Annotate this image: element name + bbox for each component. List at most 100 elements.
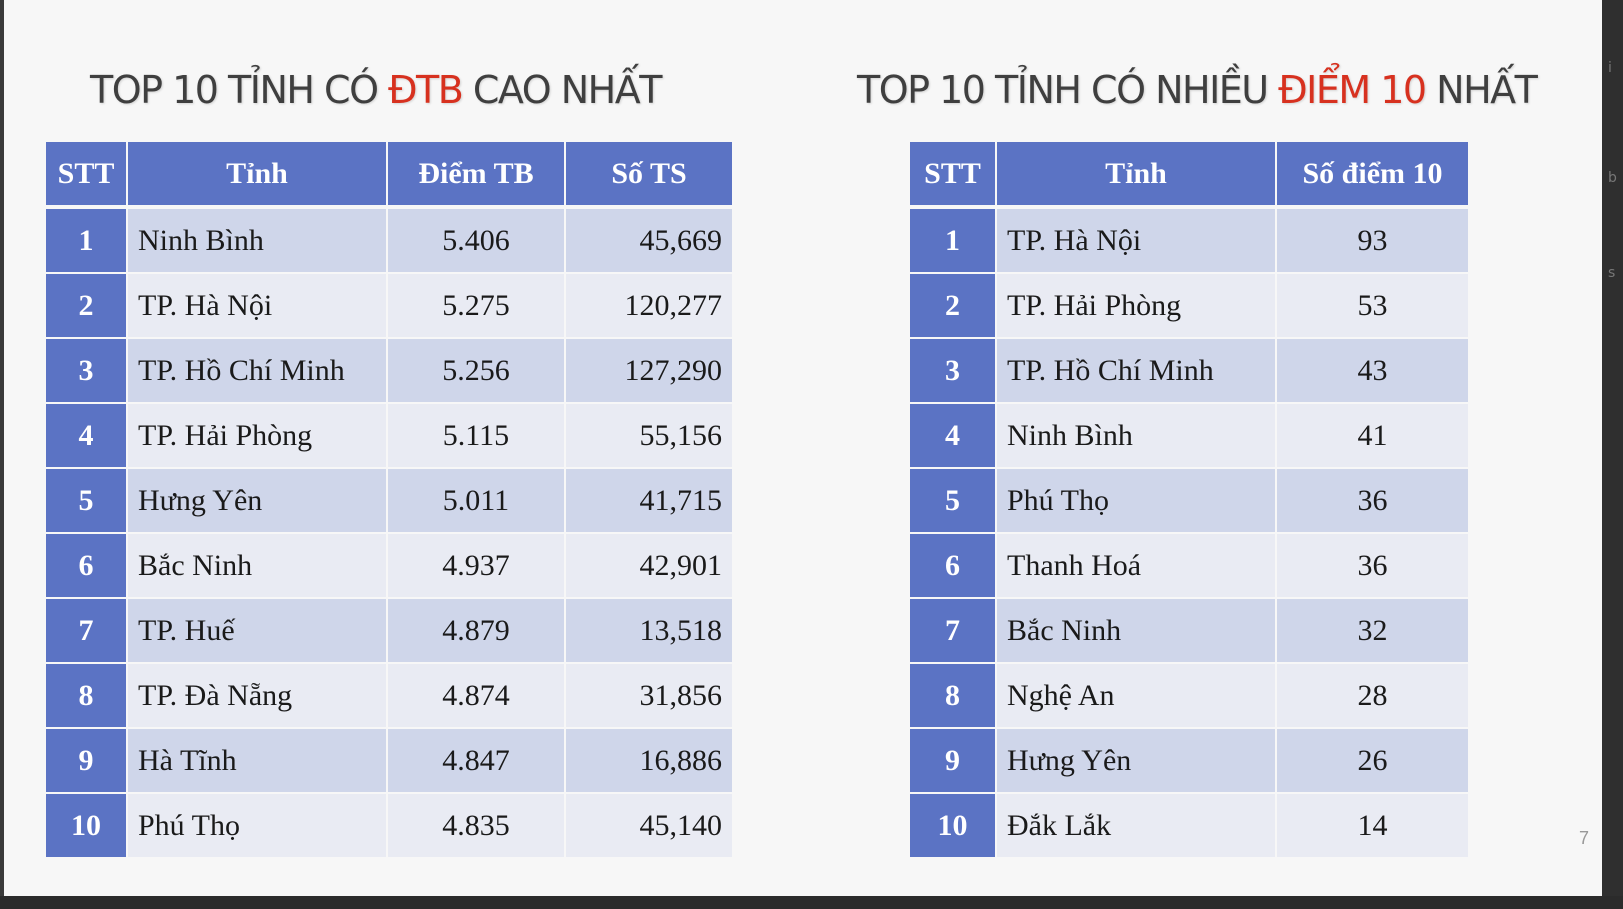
province-cell: TP. Hà Nội bbox=[997, 209, 1275, 272]
header-row: STT Tỉnh Số điểm 10 bbox=[910, 142, 1468, 205]
perfect-count-cell: 93 bbox=[1277, 209, 1468, 272]
right-table-title: TOP 10 TỈNH CÓ NHIỀU ĐIỂM 10 NHẤT bbox=[857, 68, 1538, 112]
table-row: 3 TP. Hồ Chí Minh 43 bbox=[910, 339, 1468, 402]
table-row: 2 TP. Hải Phòng 53 bbox=[910, 274, 1468, 337]
rank-cell: 4 bbox=[910, 404, 995, 467]
left-table-title: TOP 10 TỈNH CÓ ĐTB CAO NHẤT bbox=[90, 68, 662, 112]
province-cell: TP. Đà Nẵng bbox=[128, 664, 386, 727]
rank-cell: 2 bbox=[46, 274, 126, 337]
perfect-count-cell: 14 bbox=[1277, 794, 1468, 857]
perfect-count-cell: 53 bbox=[1277, 274, 1468, 337]
rank-cell: 9 bbox=[910, 729, 995, 792]
province-cell: Bắc Ninh bbox=[128, 534, 386, 597]
table-row: 4 Ninh Bình 41 bbox=[910, 404, 1468, 467]
edge-glyph: b bbox=[1608, 170, 1617, 186]
table-row: 5 Hưng Yên 5.011 41,715 bbox=[46, 469, 732, 532]
province-cell: Bắc Ninh bbox=[997, 599, 1275, 662]
avg-score-cell: 5.256 bbox=[388, 339, 564, 402]
province-cell: TP. Hải Phòng bbox=[128, 404, 386, 467]
candidates-cell: 45,669 bbox=[566, 209, 732, 272]
edge-glyph: s bbox=[1608, 265, 1616, 281]
province-cell: Hưng Yên bbox=[128, 469, 386, 532]
province-cell: Hà Tĩnh bbox=[128, 729, 386, 792]
rank-cell: 1 bbox=[46, 209, 126, 272]
table-row: 5 Phú Thọ 36 bbox=[910, 469, 1468, 532]
table-row: 10 Đắk Lắk 14 bbox=[910, 794, 1468, 857]
perfect-count-cell: 28 bbox=[1277, 664, 1468, 727]
rank-cell: 5 bbox=[910, 469, 995, 532]
perfect-count-cell: 32 bbox=[1277, 599, 1468, 662]
window-edge: i b s bbox=[1602, 0, 1623, 909]
window-bottom-edge bbox=[0, 896, 1623, 909]
rank-cell: 10 bbox=[910, 794, 995, 857]
slide: TOP 10 TỈNH CÓ ĐTB CAO NHẤT STT Tỉnh Điể… bbox=[4, 0, 1602, 896]
header-perfect-count: Số điểm 10 bbox=[1277, 142, 1468, 205]
perfect-count-cell: 43 bbox=[1277, 339, 1468, 402]
province-cell: Phú Thọ bbox=[997, 469, 1275, 532]
table-row: 6 Bắc Ninh 4.937 42,901 bbox=[46, 534, 732, 597]
table-row: 8 Nghệ An 28 bbox=[910, 664, 1468, 727]
province-cell: TP. Hồ Chí Minh bbox=[997, 339, 1275, 402]
avg-score-cell: 5.275 bbox=[388, 274, 564, 337]
table-row: 8 TP. Đà Nẵng 4.874 31,856 bbox=[46, 664, 732, 727]
rank-cell: 4 bbox=[46, 404, 126, 467]
header-province: Tỉnh bbox=[128, 142, 386, 205]
avg-score-cell: 4.937 bbox=[388, 534, 564, 597]
rank-cell: 6 bbox=[910, 534, 995, 597]
candidates-cell: 31,856 bbox=[566, 664, 732, 727]
table-row: 10 Phú Thọ 4.835 45,140 bbox=[46, 794, 732, 857]
candidates-cell: 127,290 bbox=[566, 339, 732, 402]
table-row: 3 TP. Hồ Chí Minh 5.256 127,290 bbox=[46, 339, 732, 402]
rank-cell: 10 bbox=[46, 794, 126, 857]
rank-cell: 3 bbox=[910, 339, 995, 402]
province-cell: TP. Hải Phòng bbox=[997, 274, 1275, 337]
avg-score-cell: 5.115 bbox=[388, 404, 564, 467]
rank-cell: 7 bbox=[910, 599, 995, 662]
rank-cell: 9 bbox=[46, 729, 126, 792]
candidates-cell: 41,715 bbox=[566, 469, 732, 532]
header-province: Tỉnh bbox=[997, 142, 1275, 205]
rank-cell: 1 bbox=[910, 209, 995, 272]
table-row: 7 TP. Huế 4.879 13,518 bbox=[46, 599, 732, 662]
province-cell: TP. Hà Nội bbox=[128, 274, 386, 337]
perfect-count-cell: 26 bbox=[1277, 729, 1468, 792]
province-cell: Nghệ An bbox=[997, 664, 1275, 727]
province-cell: Phú Thọ bbox=[128, 794, 386, 857]
province-cell: Đắk Lắk bbox=[997, 794, 1275, 857]
rank-cell: 5 bbox=[46, 469, 126, 532]
province-cell: Ninh Bình bbox=[997, 404, 1275, 467]
avg-score-cell: 5.406 bbox=[388, 209, 564, 272]
perfect-count-cell: 36 bbox=[1277, 469, 1468, 532]
candidates-cell: 45,140 bbox=[566, 794, 732, 857]
header-stt: STT bbox=[910, 142, 995, 205]
candidates-cell: 16,886 bbox=[566, 729, 732, 792]
table-row: 1 Ninh Bình 5.406 45,669 bbox=[46, 209, 732, 272]
candidates-cell: 55,156 bbox=[566, 404, 732, 467]
rank-cell: 8 bbox=[910, 664, 995, 727]
province-cell: Thanh Hoá bbox=[997, 534, 1275, 597]
edge-glyph: i bbox=[1608, 60, 1612, 76]
avg-score-cell: 4.874 bbox=[388, 664, 564, 727]
province-cell: Hưng Yên bbox=[997, 729, 1275, 792]
table-row: 1 TP. Hà Nội 93 bbox=[910, 209, 1468, 272]
province-cell: TP. Huế bbox=[128, 599, 386, 662]
table-row: 9 Hà Tĩnh 4.847 16,886 bbox=[46, 729, 732, 792]
header-stt: STT bbox=[46, 142, 126, 205]
table-row: 7 Bắc Ninh 32 bbox=[910, 599, 1468, 662]
table-row: 4 TP. Hải Phòng 5.115 55,156 bbox=[46, 404, 732, 467]
rank-cell: 8 bbox=[46, 664, 126, 727]
header-candidates: Số TS bbox=[566, 142, 732, 205]
province-cell: Ninh Bình bbox=[128, 209, 386, 272]
perfect-count-cell: 41 bbox=[1277, 404, 1468, 467]
top10-perfect-score-table: STT Tỉnh Số điểm 10 1 TP. Hà Nội 93 2 TP. Hả… bbox=[908, 140, 1470, 859]
header-avg-score: Điểm TB bbox=[388, 142, 564, 205]
rank-cell: 3 bbox=[46, 339, 126, 402]
header-row: STT Tỉnh Điểm TB Số TS bbox=[46, 142, 732, 205]
page-number: 7 bbox=[1579, 828, 1590, 848]
candidates-cell: 42,901 bbox=[566, 534, 732, 597]
table-row: 9 Hưng Yên 26 bbox=[910, 729, 1468, 792]
candidates-cell: 13,518 bbox=[566, 599, 732, 662]
candidates-cell: 120,277 bbox=[566, 274, 732, 337]
avg-score-cell: 4.835 bbox=[388, 794, 564, 857]
rank-cell: 2 bbox=[910, 274, 995, 337]
